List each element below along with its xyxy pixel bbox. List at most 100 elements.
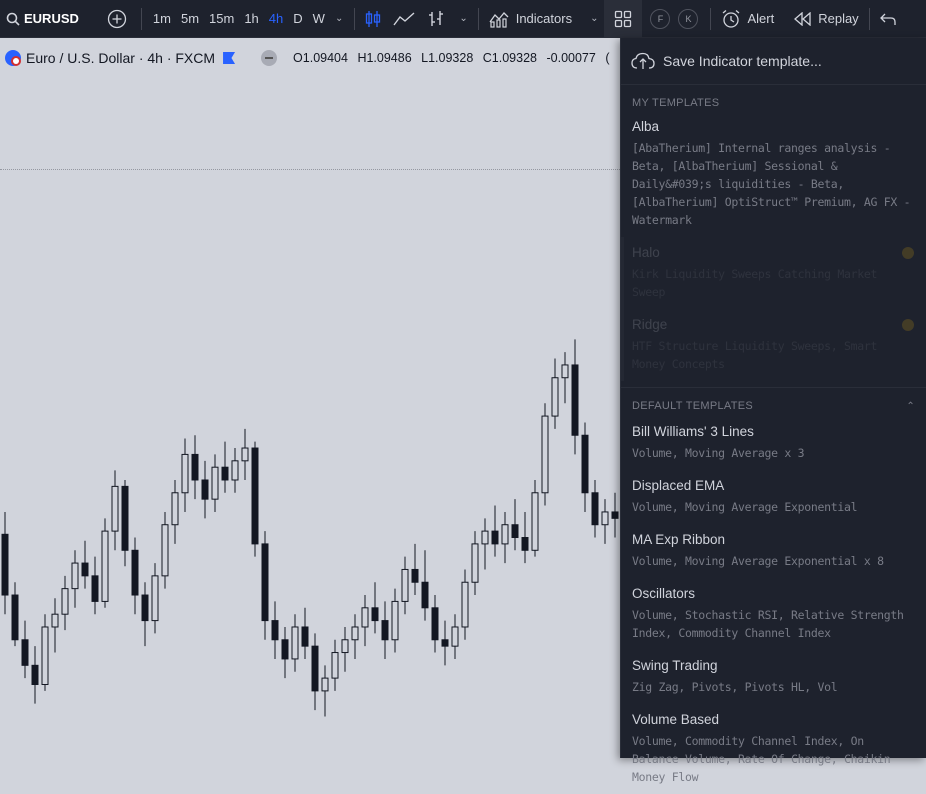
symbol-search[interactable]: EURUSD	[0, 0, 85, 38]
chart-type-line-button[interactable]	[387, 0, 421, 38]
timeframe-5m[interactable]: 5m	[180, 11, 200, 26]
template-item[interactable]: Volume Based Volume, Commodity Channel I…	[621, 704, 926, 794]
candle	[541, 403, 549, 506]
chart-legend: Euro / U.S. Dollar · 4h · FXCM O1.09404 …	[4, 49, 616, 67]
candle	[461, 569, 469, 640]
replay-button[interactable]: Replay	[780, 0, 864, 38]
template-name: Volume Based	[632, 712, 720, 727]
chevron-down-icon[interactable]: ⌄	[590, 13, 599, 24]
undo-icon	[879, 13, 896, 25]
candle	[411, 543, 419, 596]
template-name: MA Exp Ribbon	[632, 532, 726, 547]
candle	[211, 454, 219, 512]
badge-k[interactable]: K	[678, 8, 699, 29]
candle	[471, 531, 479, 596]
chevron-up-icon[interactable]: ⌃	[906, 400, 915, 412]
ohlc-values: O1.09404 H1.09486 L1.09328 C1.09328 -0.0…	[293, 51, 615, 65]
timeframe-4h[interactable]: 4h	[268, 11, 284, 26]
candle	[441, 620, 449, 666]
candle	[371, 582, 379, 634]
timeframe-15m[interactable]: 15m	[209, 11, 235, 26]
bar-chart-icon	[429, 10, 444, 26]
toolbar-divider	[868, 7, 870, 30]
template-description: Volume, Moving Average Exponential x 8	[632, 554, 884, 568]
candle	[421, 550, 429, 621]
flag-icon[interactable]	[223, 52, 236, 64]
toolbar-divider	[354, 7, 356, 30]
favorite-icon[interactable]	[902, 319, 914, 331]
candle	[261, 531, 269, 640]
indicator-templates-panel: Save Indicator template... MY TEMPLATES …	[620, 38, 926, 784]
collapse-icon[interactable]	[261, 50, 278, 66]
candle	[221, 441, 229, 493]
candle	[1, 511, 9, 615]
template-item[interactable]: Ridge HTF Structure Liquidity Sweeps, Sm…	[621, 309, 926, 381]
template-description: Volume, Commodity Channel Index, On Bala…	[632, 734, 891, 784]
candle	[21, 620, 29, 679]
candle	[111, 470, 119, 551]
chevron-down-icon[interactable]: ⌄	[334, 13, 344, 24]
template-item[interactable]: Oscillators Volume, Stochastic RSI, Rela…	[621, 578, 926, 650]
candle	[311, 633, 319, 711]
candle	[71, 550, 79, 608]
template-item[interactable]: Alba [AbaTherium] Internal ranges analys…	[621, 113, 926, 237]
my-templates-title: MY TEMPLATES	[632, 97, 720, 109]
template-item[interactable]: Displaced EMA Volume, Moving Average Exp…	[621, 470, 926, 524]
candle	[381, 601, 389, 659]
toolbar-divider	[710, 7, 712, 30]
indicators-button[interactable]: Indicators ⌄	[483, 0, 605, 38]
rewind-icon	[794, 11, 811, 26]
open-value: O1.09404	[293, 51, 348, 65]
compare-button[interactable]	[85, 0, 137, 38]
undo-button[interactable]	[874, 0, 902, 38]
template-description: HTF Structure Liquidity Sweeps, Smart Mo…	[632, 339, 878, 371]
my-templates-heading: MY TEMPLATES	[621, 85, 926, 113]
candle	[101, 518, 109, 608]
candle	[551, 358, 559, 429]
candle	[331, 639, 339, 691]
candle	[561, 352, 569, 404]
favorite-icon[interactable]	[902, 247, 914, 259]
chevron-down-icon[interactable]: ⌄	[459, 13, 468, 24]
alert-button[interactable]: Alert	[715, 0, 780, 38]
save-template-button[interactable]: Save Indicator template...	[621, 38, 926, 84]
template-item[interactable]: Swing Trading Zig Zag, Pivots, Pivots HL…	[621, 650, 926, 704]
candle	[351, 614, 359, 659]
template-name: Swing Trading	[632, 658, 718, 673]
timeframe-1m[interactable]: 1m	[152, 11, 171, 26]
timeframe-group: 1m 5m 15m 1h 4h D W ⌄	[146, 0, 350, 38]
alert-label: Alert	[747, 11, 775, 26]
candle	[431, 595, 439, 653]
currency-flag-icon	[5, 50, 21, 66]
candle	[31, 646, 39, 704]
candle	[151, 563, 159, 634]
candle	[611, 492, 619, 538]
top-toolbar: EURUSD 1m 5m 15m 1h 4h D W ⌄ ⌄ Indicator…	[0, 0, 926, 38]
candle	[601, 499, 609, 544]
chart-type-bars-button[interactable]: ⌄	[421, 0, 473, 38]
timeframe-w[interactable]: W	[312, 11, 325, 26]
timeframe-d[interactable]: D	[293, 11, 303, 26]
template-name: Halo	[632, 245, 660, 260]
low-value: L1.09328	[421, 51, 474, 65]
candle	[481, 518, 489, 570]
template-name: Oscillators	[632, 586, 696, 601]
badge-f[interactable]: F	[650, 8, 671, 29]
candle	[501, 511, 509, 564]
indicator-templates-button[interactable]	[604, 0, 643, 38]
template-item[interactable]: Halo Kirk Liquidity Sweeps Catching Mark…	[621, 237, 926, 309]
template-item[interactable]: Bill Williams' 3 Lines Volume, Moving Av…	[621, 416, 926, 470]
chart-type-candles-button[interactable]	[359, 0, 387, 38]
template-item[interactable]: MA Exp Ribbon Volume, Moving Average Exp…	[621, 524, 926, 578]
candle	[121, 479, 129, 567]
candle	[341, 626, 349, 672]
template-name: Ridge	[632, 317, 668, 332]
toolbar-divider	[140, 7, 142, 30]
candle	[281, 626, 289, 679]
candlestick-chart	[1, 339, 619, 717]
template-description: Kirk Liquidity Sweeps Catching Market Sw…	[632, 267, 878, 299]
default-templates-heading[interactable]: DEFAULT TEMPLATES ⌃	[621, 388, 926, 416]
candle	[571, 339, 579, 455]
symbol-title[interactable]: Euro / U.S. Dollar · 4h · FXCM	[26, 50, 216, 66]
timeframe-1h[interactable]: 1h	[244, 11, 259, 26]
